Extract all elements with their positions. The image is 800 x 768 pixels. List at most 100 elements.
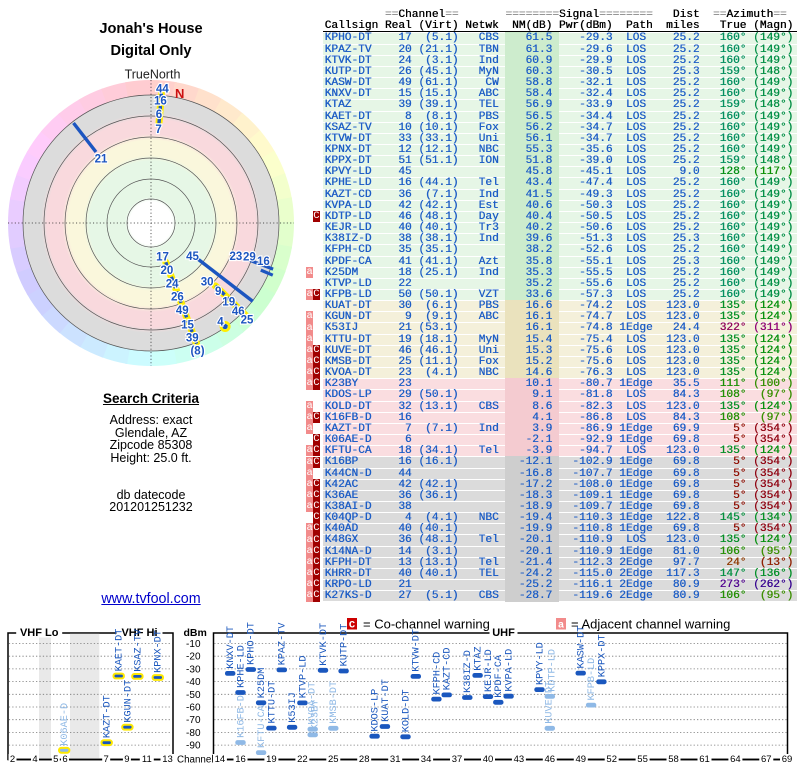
svg-text:-50: -50: [186, 690, 201, 701]
svg-text:2: 2: [10, 754, 15, 765]
svg-text:7: 7: [155, 124, 161, 136]
svg-text:VHF Lo: VHF Lo: [20, 627, 59, 639]
svg-text:30: 30: [201, 277, 214, 289]
svg-text:9: 9: [124, 754, 129, 765]
svg-text:46: 46: [545, 754, 556, 765]
svg-text:16: 16: [154, 96, 167, 108]
svg-text:KAZT-DT: KAZT-DT: [103, 695, 114, 738]
svg-text:KPAZ-TV: KPAZ-TV: [278, 622, 289, 666]
svg-text:-30: -30: [186, 664, 201, 675]
svg-text:17: 17: [156, 252, 169, 264]
svg-text:KPHO-DT: KPHO-DT: [247, 622, 258, 665]
svg-text:K16FB-D: K16FB-D: [236, 695, 247, 738]
svg-text:Channel: Channel: [177, 755, 214, 766]
svg-text:45: 45: [186, 251, 199, 263]
svg-text:KPNX-DT: KPNX-DT: [154, 630, 165, 673]
svg-text:VHF Hi: VHF Hi: [121, 627, 157, 639]
svg-text:= Adjacent channel warning: = Adjacent channel warning: [571, 617, 730, 632]
svg-text:KFPH-CD: KFPH-CD: [432, 652, 443, 695]
svg-text:dBm: dBm: [184, 627, 207, 639]
svg-text:KEJR-LD: KEJR-LD: [484, 649, 495, 692]
svg-text:28: 28: [359, 754, 370, 765]
svg-text:39: 39: [186, 333, 199, 345]
svg-text:29: 29: [243, 252, 256, 264]
svg-text:31: 31: [390, 754, 401, 765]
svg-text:9: 9: [215, 286, 221, 298]
svg-text:49: 49: [176, 305, 189, 317]
svg-text:KPHE-LD: KPHE-LD: [236, 645, 247, 688]
svg-text:-80: -80: [186, 728, 201, 739]
svg-text:= Co-channel warning: = Co-channel warning: [363, 617, 490, 632]
svg-text:C: C: [349, 620, 356, 632]
svg-text:KTVK-DT: KTVK-DT: [319, 623, 330, 666]
svg-text:KUVE-DT: KUVE-DT: [545, 681, 556, 724]
svg-text:44: 44: [156, 84, 169, 96]
svg-text:64: 64: [730, 754, 741, 765]
svg-text:K38IZ-D: K38IZ-D: [463, 650, 474, 693]
svg-text:46: 46: [232, 306, 245, 318]
svg-text:K23BY: K23BY: [311, 700, 322, 731]
svg-text:15: 15: [181, 319, 194, 331]
svg-text:55: 55: [637, 754, 648, 765]
svg-text:7: 7: [104, 754, 109, 765]
svg-text:N: N: [175, 86, 184, 101]
svg-text:16: 16: [235, 754, 246, 765]
svg-text:a: a: [558, 620, 565, 632]
svg-text:KAZT-CD: KAZT-CD: [443, 648, 454, 691]
svg-text:K25DM: K25DM: [257, 668, 268, 699]
svg-text:KUAT-DT: KUAT-DT: [381, 679, 392, 722]
svg-text:19: 19: [222, 296, 235, 308]
svg-text:5: 5: [53, 754, 58, 765]
svg-text:KDTP-LD: KDTP-LD: [548, 649, 559, 692]
svg-text:40: 40: [483, 754, 494, 765]
svg-text:(8): (8): [190, 346, 204, 358]
svg-text:20: 20: [161, 265, 174, 277]
svg-text:K53IJ: K53IJ: [288, 692, 299, 723]
svg-text:KVPA-LD: KVPA-LD: [505, 649, 516, 692]
svg-text:KTTU-DT: KTTU-DT: [267, 681, 278, 724]
svg-text:KASW-DT: KASW-DT: [577, 626, 588, 669]
svg-text:4: 4: [32, 754, 37, 765]
svg-text:KGUN-DT: KGUN-DT: [123, 680, 134, 723]
svg-text:13: 13: [162, 754, 173, 765]
svg-text:-90: -90: [186, 741, 201, 752]
svg-text:-20: -20: [186, 652, 201, 663]
svg-text:23: 23: [230, 251, 243, 263]
svg-text:25: 25: [328, 754, 339, 765]
svg-text:KSAZ-TV: KSAZ-TV: [133, 628, 144, 672]
svg-text:K06AE-D: K06AE-D: [60, 703, 71, 746]
svg-text:KTAZ: KTAZ: [474, 646, 485, 670]
svg-text:6: 6: [156, 109, 162, 121]
svg-text:26: 26: [171, 292, 184, 304]
svg-text:KPVY-LD: KPVY-LD: [535, 642, 546, 685]
svg-text:KPDF-CA: KPDF-CA: [494, 654, 505, 698]
svg-text:34: 34: [421, 754, 432, 765]
svg-text:14: 14: [215, 754, 226, 765]
svg-text:69: 69: [782, 754, 793, 765]
svg-text:58: 58: [668, 754, 679, 765]
svg-text:UHF: UHF: [492, 627, 515, 639]
svg-text:24: 24: [166, 278, 179, 290]
svg-text:16: 16: [257, 256, 270, 268]
svg-text:11: 11: [142, 754, 152, 765]
svg-text:37: 37: [452, 754, 463, 765]
svg-text:21: 21: [95, 154, 108, 166]
svg-text:TrueNorth: TrueNorth: [125, 68, 181, 82]
svg-text:61: 61: [699, 754, 710, 765]
svg-text:KAET-DT: KAET-DT: [115, 629, 126, 672]
svg-text:KNXV-DT: KNXV-DT: [226, 626, 237, 669]
svg-text:19: 19: [266, 754, 277, 765]
svg-text:-60: -60: [186, 703, 201, 714]
svg-text:22: 22: [297, 754, 308, 765]
svg-text:KFPB-LD: KFPB-LD: [587, 658, 598, 701]
svg-text:KPPX-DT: KPPX-DT: [597, 634, 608, 677]
svg-text:KFTU-CA: KFTU-CA: [257, 704, 268, 748]
svg-text:43: 43: [514, 754, 525, 765]
svg-text:KTVW-DT: KTVW-DT: [412, 629, 423, 672]
svg-text:KMSB-DT: KMSB-DT: [329, 681, 340, 724]
svg-text:25: 25: [241, 315, 254, 327]
svg-text:-10: -10: [186, 639, 201, 650]
svg-text:KVOA-DT: KVOA-DT: [308, 682, 319, 725]
svg-text:52: 52: [606, 754, 617, 765]
svg-text:6: 6: [62, 754, 67, 765]
